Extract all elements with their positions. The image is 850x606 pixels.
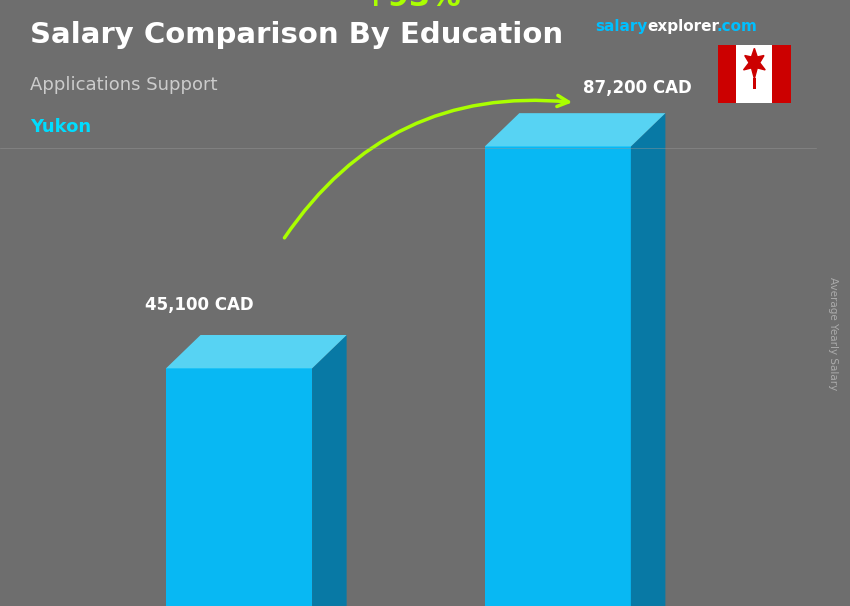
Text: explorer: explorer: [648, 19, 720, 35]
Text: Applications Support: Applications Support: [30, 76, 218, 94]
Polygon shape: [744, 48, 765, 79]
Text: .com: .com: [717, 19, 757, 35]
Text: Yukon: Yukon: [30, 118, 91, 136]
Polygon shape: [166, 368, 312, 606]
Text: 87,200 CAD: 87,200 CAD: [583, 79, 692, 98]
Text: salary: salary: [595, 19, 648, 35]
FancyArrowPatch shape: [285, 95, 569, 238]
Polygon shape: [631, 113, 666, 606]
Bar: [718, 45, 736, 103]
Polygon shape: [312, 335, 347, 606]
Polygon shape: [166, 335, 347, 368]
Text: Salary Comparison By Education: Salary Comparison By Education: [30, 21, 563, 49]
Text: +93%: +93%: [362, 0, 461, 12]
Bar: [736, 45, 773, 103]
Polygon shape: [484, 147, 631, 606]
Text: 45,100 CAD: 45,100 CAD: [144, 296, 253, 314]
Bar: [753, 78, 756, 88]
Text: Average Yearly Salary: Average Yearly Salary: [828, 277, 838, 390]
Bar: [773, 45, 790, 103]
Polygon shape: [484, 113, 666, 147]
